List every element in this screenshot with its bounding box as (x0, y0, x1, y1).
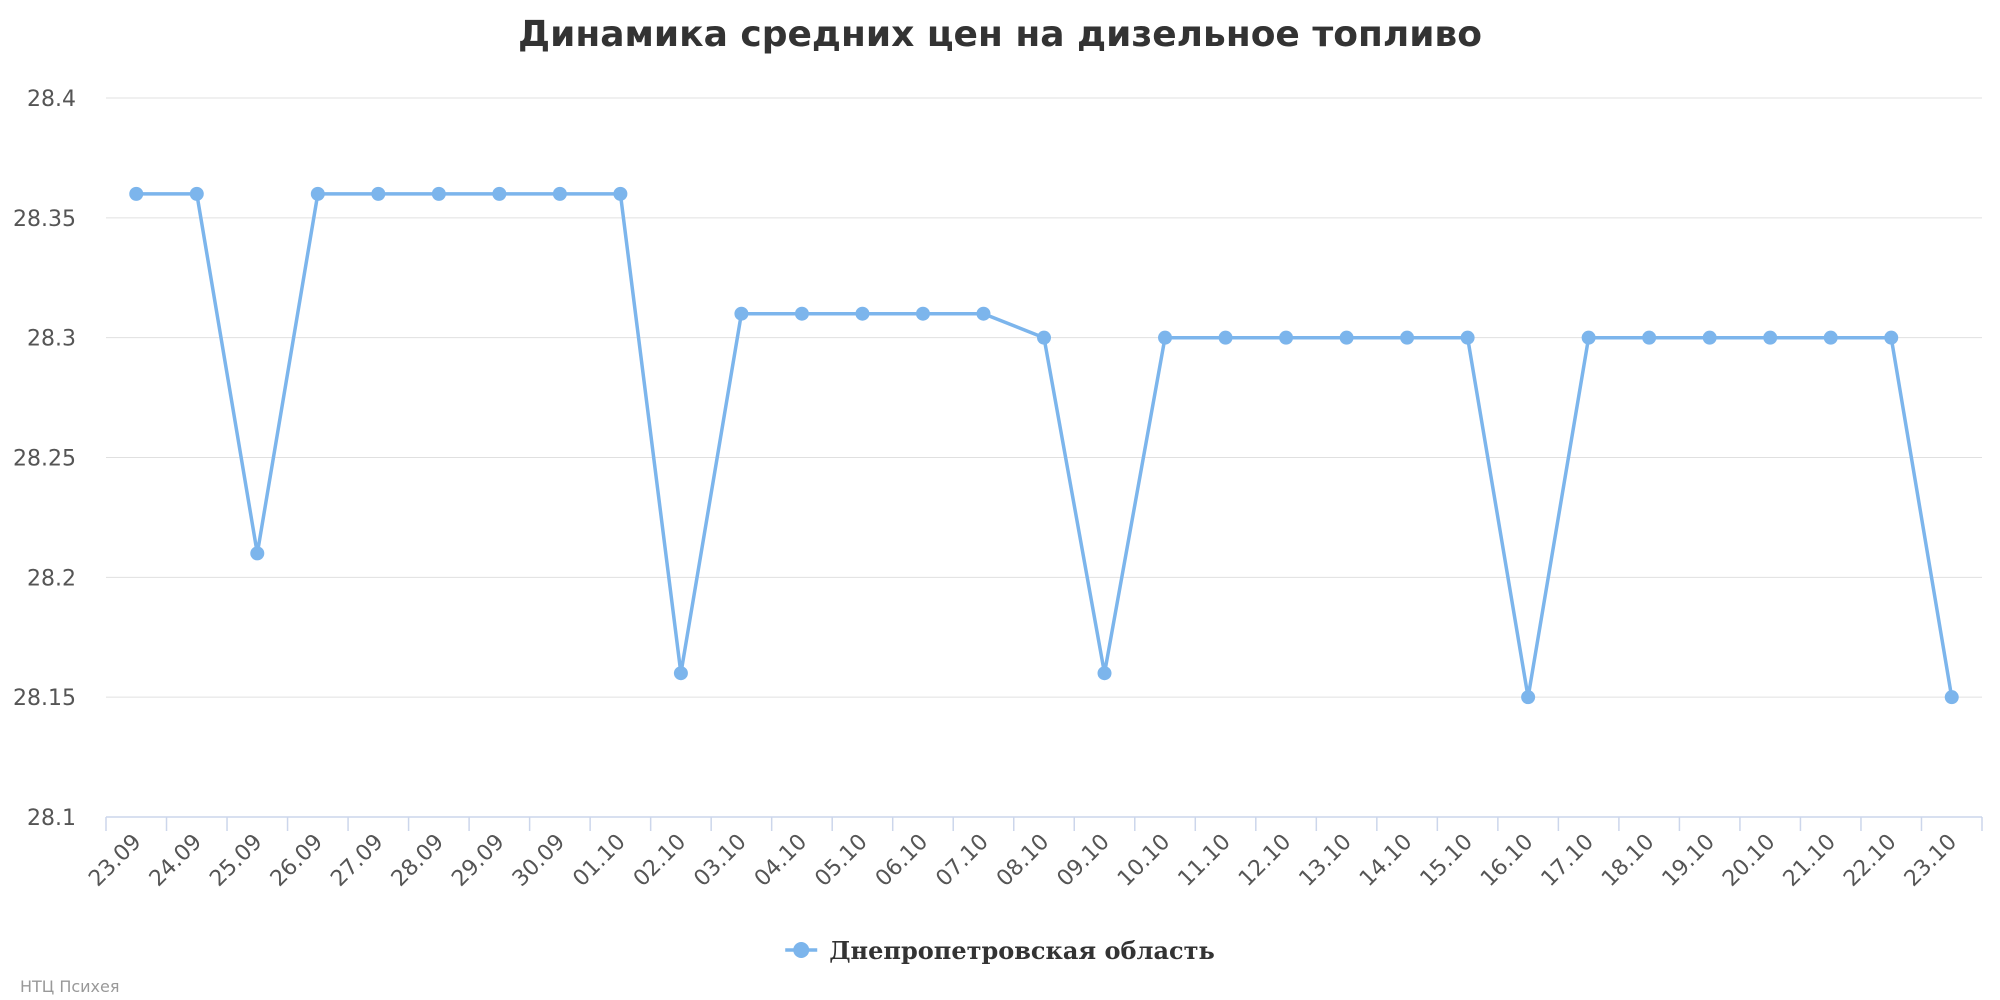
x-tick-label: 16.10 (1476, 830, 1538, 892)
x-tick-label: 30.09 (508, 830, 570, 892)
data-point[interactable] (1944, 690, 1959, 705)
data-point[interactable] (1521, 690, 1536, 705)
x-tick-label: 01.10 (568, 830, 630, 892)
y-tick-label: 28.4 (27, 87, 76, 112)
data-point[interactable] (129, 186, 144, 201)
y-tick-label: 28.3 (27, 327, 76, 352)
data-point[interactable] (915, 306, 930, 321)
x-tick-label: 25.09 (205, 830, 267, 892)
data-point[interactable] (371, 186, 386, 201)
legend[interactable]: Днепропетровская область (785, 936, 1215, 965)
data-point[interactable] (1279, 330, 1294, 345)
x-tick-label: 26.09 (266, 830, 328, 892)
x-axis: 23.0924.0925.0926.0927.0928.0929.0930.09… (84, 816, 1983, 892)
y-tick-label: 28.2 (27, 566, 76, 591)
data-point[interactable] (976, 306, 991, 321)
x-tick-label: 13.10 (1295, 830, 1357, 892)
data-point[interactable] (189, 186, 204, 201)
x-tick-label: 05.10 (810, 830, 872, 892)
data-point[interactable] (1702, 330, 1717, 345)
x-tick-label: 28.09 (387, 830, 449, 892)
data-point[interactable] (1097, 666, 1112, 681)
grid-lines (106, 97, 1982, 698)
x-tick-label: 14.10 (1355, 830, 1417, 892)
data-point[interactable] (794, 306, 809, 321)
data-point[interactable] (855, 306, 870, 321)
data-point[interactable] (552, 186, 567, 201)
x-tick-label: 22.10 (1839, 830, 1901, 892)
data-point[interactable] (1400, 330, 1415, 345)
series (129, 186, 1959, 705)
data-point[interactable] (310, 186, 325, 201)
x-tick-label: 02.10 (629, 830, 691, 892)
data-point[interactable] (1581, 330, 1596, 345)
data-point[interactable] (1763, 330, 1778, 345)
data-point[interactable] (613, 186, 628, 201)
x-tick-label: 12.10 (1234, 830, 1296, 892)
legend-marker (793, 942, 810, 958)
data-point[interactable] (492, 186, 507, 201)
chart-title: Динамика средних цен на дизельное топлив… (518, 14, 1482, 55)
x-tick-label: 04.10 (750, 830, 812, 892)
x-tick-label: 07.10 (932, 830, 994, 892)
x-tick-label: 20.10 (1718, 830, 1780, 892)
x-tick-label: 10.10 (1113, 830, 1175, 892)
x-tick-label: 19.10 (1658, 830, 1720, 892)
x-tick-label: 29.09 (447, 830, 509, 892)
x-tick-label: 21.10 (1779, 830, 1841, 892)
data-point[interactable] (1460, 330, 1475, 345)
x-tick-label: 08.10 (992, 830, 1054, 892)
x-tick-label: 15.10 (1416, 830, 1478, 892)
x-tick-label: 03.10 (689, 830, 751, 892)
y-tick-label: 28.1 (27, 806, 76, 831)
series-line (134, 192, 1954, 699)
x-tick-label: 24.09 (145, 830, 207, 892)
x-tick-label: 17.10 (1537, 830, 1599, 892)
x-tick-label: 09.10 (1053, 830, 1115, 892)
data-point[interactable] (673, 666, 688, 681)
y-tick-label: 28.15 (13, 686, 76, 711)
x-tick-label: 23.10 (1900, 830, 1962, 892)
credit-text: НТЦ Психея (20, 977, 119, 996)
x-tick-label: 06.10 (871, 830, 933, 892)
data-point[interactable] (431, 186, 446, 201)
data-point[interactable] (734, 306, 749, 321)
data-point[interactable] (1884, 330, 1899, 345)
data-point[interactable] (1037, 330, 1051, 345)
x-tick-label: 18.10 (1597, 830, 1659, 892)
y-tick-label: 28.35 (13, 207, 76, 232)
x-tick-label: 11.10 (1174, 830, 1236, 892)
x-tick-label: 23.09 (84, 830, 146, 892)
data-point[interactable] (1642, 330, 1657, 345)
x-tick-label: 27.09 (326, 830, 388, 892)
y-tick-label: 28.25 (13, 447, 76, 472)
data-point[interactable] (250, 546, 265, 561)
legend-label: Днепропетровская область (829, 936, 1215, 965)
data-point[interactable] (1339, 330, 1354, 345)
data-point[interactable] (1158, 330, 1173, 345)
y-axis: 28.1 28.15 28.2 28.25 28.3 28.35 28.4 (13, 87, 76, 831)
data-point[interactable] (1823, 330, 1838, 345)
data-point[interactable] (1218, 330, 1233, 345)
